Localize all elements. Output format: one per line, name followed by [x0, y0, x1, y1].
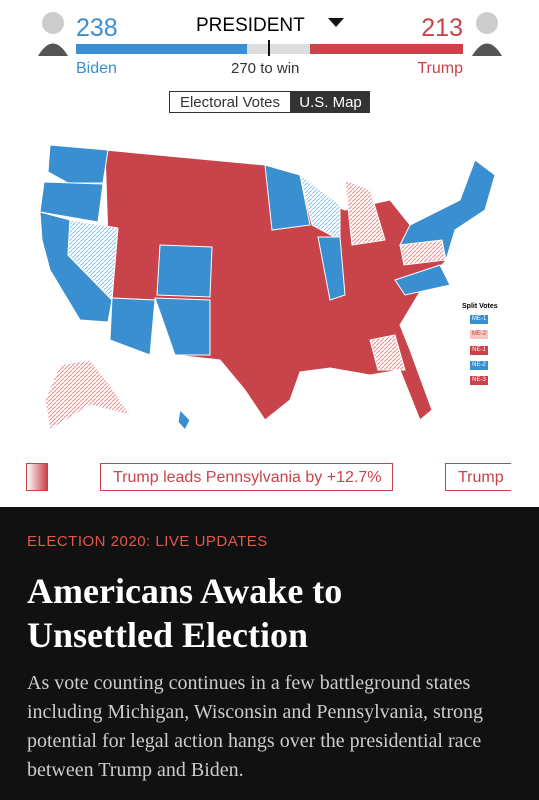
split-vote: NE-3 [470, 376, 488, 385]
ticker-item[interactable]: Trump leads Pennsylvania by +12.7% [100, 463, 393, 491]
us-map [39, 144, 496, 431]
article: ELECTION 2020: LIVE UPDATES Americans Aw… [0, 507, 539, 800]
trump-portrait [472, 12, 502, 56]
uncalled-bar [247, 44, 310, 54]
trump-votes: 213 [421, 14, 463, 42]
split-vote: NE-1 [470, 346, 488, 355]
ticker-partial [26, 463, 48, 491]
split-vote: NE-2 [470, 361, 488, 370]
threshold: 270 to win [231, 60, 300, 77]
tab[interactable]: Electoral Votes [169, 91, 291, 113]
split-vote: ME-2 [470, 330, 488, 339]
biden-name: Biden [76, 60, 117, 77]
biden-votes: 238 [76, 14, 118, 42]
split-votes-title: Split Votes [462, 303, 498, 310]
race-title[interactable]: PRESIDENT [196, 15, 305, 36]
ticker-item[interactable]: Trump [445, 463, 511, 491]
headline[interactable]: Americans Awake to Unsettled Election [27, 571, 343, 655]
biden-portrait [38, 12, 68, 56]
biden-bar [76, 44, 247, 54]
tab-active[interactable]: U.S. Map [291, 91, 370, 113]
threshold-line [268, 40, 270, 56]
split-vote: ME-1 [470, 315, 488, 324]
trump-bar [310, 44, 463, 54]
summary: As vote counting continues in a few batt… [27, 672, 483, 781]
trump-name: Trump [417, 60, 463, 77]
dropdown-arrow[interactable] [328, 18, 344, 28]
kicker: ELECTION 2020: LIVE UPDATES [27, 533, 268, 550]
